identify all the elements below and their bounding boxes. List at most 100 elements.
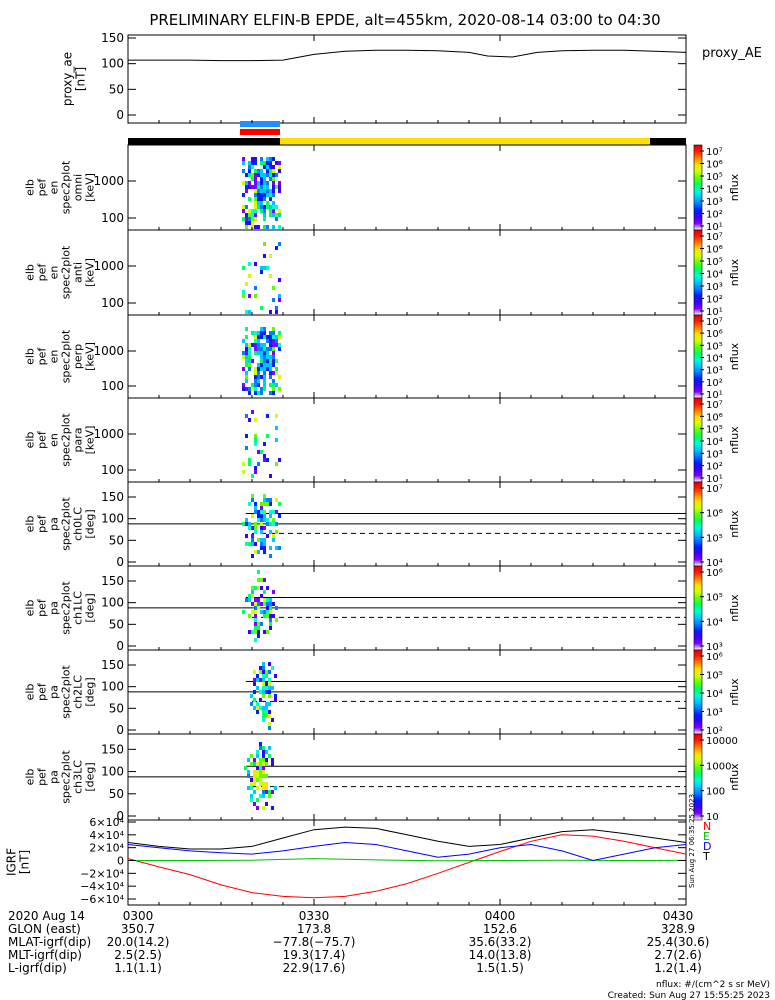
spectrogram-cell [263,371,266,375]
pitch-cell [248,614,251,618]
region-bars [128,121,686,145]
pitch-cell [263,550,266,554]
axis-cell-mlt: 2.7(2.6) [654,948,702,962]
pitch-cell [251,630,254,634]
pitch-cell [248,502,251,506]
igrf-ylabel-line: [nT] [18,850,32,874]
spectrogram-cell [269,367,272,371]
spectrogram-cell [257,225,260,229]
spectrogram-cell [278,294,281,298]
pitch-cell [269,514,272,518]
pitch-cell [262,718,265,722]
spectrogram-cell [275,462,278,466]
spectrogram-cell [257,185,260,189]
pitch-cell [266,502,269,506]
spectrogram-cell [269,363,272,367]
spectrogram-ylabel-line: spec2plot [60,413,73,467]
spectrogram-cell [260,161,263,165]
spectrogram-cell [263,266,266,270]
y-tick-label: 1000 [93,259,124,273]
pitch-cell [272,534,275,538]
colorbar-tick-label: 10⁷ [706,232,723,243]
pitch-cell [263,578,266,582]
spectrogram-ylabel-line: anti [72,262,85,283]
pitch-cell [272,614,275,618]
pitch-cell [260,510,263,514]
spectrogram-cell [266,335,269,339]
axis-cell-mlt: 2.5(2.5) [114,948,162,962]
axis-cell-glon: 328.9 [661,922,695,936]
pitch-cell [262,790,265,794]
pitch-cell [262,758,265,762]
spectrogram-cell [242,161,245,165]
spectrogram-cell [245,189,248,193]
pitch-cell [254,586,257,590]
spectrogram-cell [257,351,260,355]
spectrogram-cell [248,294,251,298]
spectrogram-ylabel-line: spec2plot [60,329,73,383]
pitch-cell [260,538,263,542]
spectrogram-cell [272,327,275,331]
spectrogram-cell [245,282,248,286]
pitch-cell [260,522,263,526]
y-tick-label: 50 [109,701,124,715]
pitch-cell [265,670,268,674]
pitch-cell [271,762,274,766]
pitch-cell [269,510,272,514]
pitch-cell [257,510,260,514]
pitch-cell [254,638,257,642]
colorbar-tick-label: 10 [706,812,719,823]
spectrogram-cell [266,225,269,229]
spectrogram-cell [257,189,260,193]
spectrogram-cell [269,343,272,347]
y-tick-label: 0 [116,639,124,653]
pitch-cell [245,598,248,602]
spectrogram-cell [248,169,251,173]
pitch-ylabel-line: pa [48,601,61,615]
colorbar-tick-label: 10⁵ [706,593,723,604]
footer-units: nflux: #/(cm^2 s sr MeV) [656,980,770,990]
spectrogram-cell [254,387,257,391]
spectrogram-cell [263,225,266,229]
pitch-cell [256,774,259,778]
spectrogram-cell [263,217,266,221]
pitch-panel: 150 100 50 0 elb pef pa spec2plot ch0LC [deg] 10⁷ 1… [24,481,741,569]
spectrogram-cell [275,383,278,387]
pitch-cell [262,678,265,682]
spectrogram-frame [127,229,687,316]
pitch-cell [260,502,263,506]
spectrogram-cell [260,157,263,161]
y-tick-label: 50 [109,533,124,547]
axis-cell-l: 22.9(17.6) [283,961,346,975]
pitch-cell [262,706,265,710]
igrf-ylabel-line: IGRF [5,848,19,876]
spectrogram-cell [245,414,248,418]
spectrogram-cell [269,177,272,181]
pitch-cell [269,606,272,610]
pitch-ylabel-line: pef [36,767,49,786]
colorbar-tick-label: 10³ [706,449,723,460]
spectrogram-cell [254,294,257,298]
pitch-cell [260,594,263,598]
spectrogram-cell [263,351,266,355]
pitch-cell [268,710,271,714]
spectrogram-cell [260,177,263,181]
proxy-ae-line [128,49,687,62]
spectrogram-cell [272,391,275,395]
pitch-cell [257,586,260,590]
pitch-cell [251,498,254,502]
spectrogram-cell [260,363,263,367]
spectrogram-cell [278,242,281,246]
spectrogram-cell [257,331,260,335]
spectrogram-cell [272,331,275,335]
spectrogram-cell [269,383,272,387]
spectrogram-cell [272,298,275,302]
y-tick-label: 100 [101,680,124,694]
spectrogram-cell [260,306,263,310]
spectrogram-cell [260,359,263,363]
colorbar-tick-label: 10⁵ [706,533,723,544]
y-tick-label: 100 [101,512,124,526]
spectrogram-cell [251,185,254,189]
pitch-cell [275,530,278,534]
